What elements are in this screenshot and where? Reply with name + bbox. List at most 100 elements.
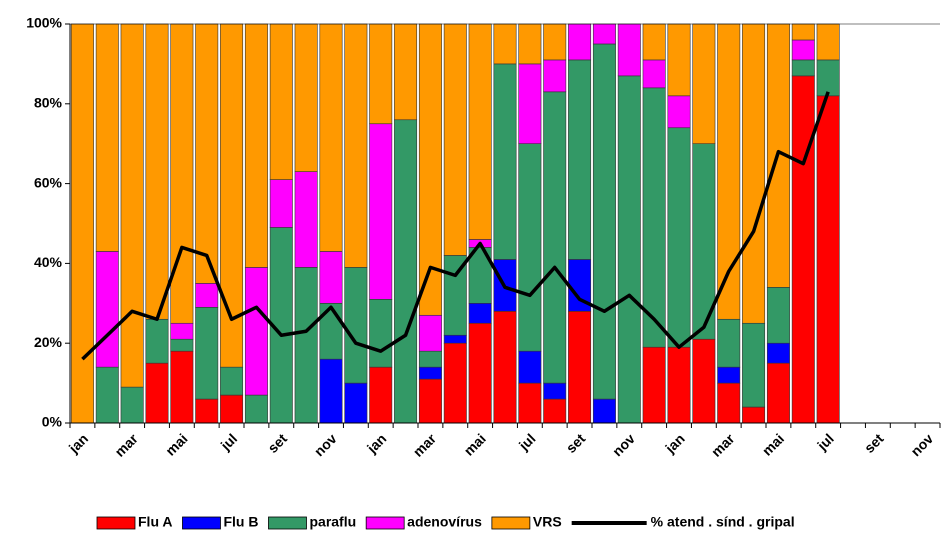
bar-segment: [443, 334, 467, 344]
bar-segment: [319, 302, 343, 360]
bar-segment: [443, 342, 467, 424]
bar-segment: [70, 23, 94, 424]
bar-segment: [692, 23, 716, 144]
bar-segment: [742, 322, 766, 408]
bar-segment: [369, 366, 393, 424]
legend-swatch: [365, 516, 405, 530]
x-tick-label: mai: [461, 430, 489, 458]
bar-segment: [468, 322, 492, 424]
bar-segment: [220, 394, 244, 424]
bar-segment: [344, 267, 368, 384]
bar-segment: [642, 59, 666, 89]
bar-segment: [791, 59, 815, 77]
bar-segment: [95, 366, 119, 424]
bar-segment: [195, 398, 219, 424]
bar-segment: [543, 23, 567, 61]
bar-segment: [742, 23, 766, 324]
bar-segment: [543, 382, 567, 400]
legend-swatch: [491, 516, 531, 530]
x-tick-label: jan: [65, 430, 91, 456]
bar-segment: [543, 91, 567, 384]
bar-segment: [617, 75, 641, 424]
bar-segment: [518, 350, 542, 384]
bar-segment: [244, 23, 268, 268]
legend-label: adenovírus: [407, 514, 482, 530]
x-tick-label: mar: [708, 430, 738, 460]
bar-segment: [170, 322, 194, 340]
bar-segment: [791, 75, 815, 424]
bar-segment: [717, 366, 741, 384]
bar-segment: [170, 350, 194, 424]
bar-segment: [443, 23, 467, 256]
bar-segment: [170, 23, 194, 324]
legend-swatch: [96, 516, 136, 530]
bar-segment: [269, 23, 293, 180]
y-tick-label: 100%: [26, 15, 62, 31]
x-tick-label: mar: [410, 430, 440, 460]
bar-segment: [319, 358, 343, 424]
bar-segment: [816, 95, 840, 424]
bar-segment: [145, 23, 169, 320]
legend-swatch: [268, 516, 307, 530]
bar-segment: [145, 318, 169, 364]
x-tick-label: set: [563, 430, 589, 456]
bar-segment: [791, 23, 815, 41]
bar-segment: [344, 23, 368, 268]
bar-segment: [568, 23, 592, 61]
x-tick-label: jan: [363, 430, 389, 456]
bar-segment: [195, 23, 219, 284]
x-tick-label: jul: [813, 430, 837, 454]
x-tick-label: set: [264, 430, 290, 456]
x-tick-label: mar: [111, 430, 141, 460]
legend-label: Flu B: [223, 514, 258, 530]
x-tick-label: jul: [515, 430, 539, 454]
bar-segment: [766, 287, 790, 344]
bar-segment: [244, 267, 268, 396]
bar-segment: [667, 127, 691, 348]
bar-segment: [543, 59, 567, 93]
bar-segment: [468, 302, 492, 324]
bar-segment: [369, 123, 393, 300]
x-tick-label: nov: [609, 430, 638, 459]
x-tick-label: jul: [217, 430, 241, 454]
bar-segment: [667, 95, 691, 129]
bar-segment: [518, 23, 542, 65]
bar-segment: [170, 338, 194, 352]
bar-segment: [742, 406, 766, 424]
bar-segment: [568, 59, 592, 260]
bar-segment: [220, 366, 244, 396]
bar-segment: [369, 299, 393, 368]
bar-segment: [642, 87, 666, 348]
bar-segment: [95, 251, 119, 368]
x-tick-label: nov: [907, 430, 936, 459]
bar-segment: [195, 306, 219, 400]
bar-segment: [642, 23, 666, 61]
bar-segment: [717, 382, 741, 424]
bar-segment: [294, 171, 318, 268]
bar-segment: [418, 350, 442, 368]
x-tick-label: mai: [162, 430, 190, 458]
line-series: [81, 91, 830, 361]
bar-segment: [95, 23, 119, 252]
y-tick-label: 0%: [42, 414, 63, 430]
bar-segment: [319, 251, 343, 304]
legend-label: Flu A: [138, 514, 172, 530]
bar-segment: [667, 23, 691, 97]
bar-segment: [195, 283, 219, 308]
bar-segment: [717, 318, 741, 368]
x-tick-label: mai: [759, 430, 787, 458]
legend-label: % atend . sínd . gripal: [651, 514, 795, 530]
bar-segment: [394, 119, 418, 424]
bar-segment: [493, 63, 517, 260]
bar-segment: [816, 59, 840, 97]
bar-segment: [518, 143, 542, 352]
bar-segment: [493, 23, 517, 65]
bar-segment: [617, 23, 641, 77]
bar-segment: [667, 346, 691, 424]
bar-segment: [692, 338, 716, 424]
bar-segment: [418, 314, 442, 352]
y-tick-label: 80%: [34, 95, 63, 111]
bar-segment: [766, 342, 790, 364]
bar-segment: [294, 23, 318, 172]
